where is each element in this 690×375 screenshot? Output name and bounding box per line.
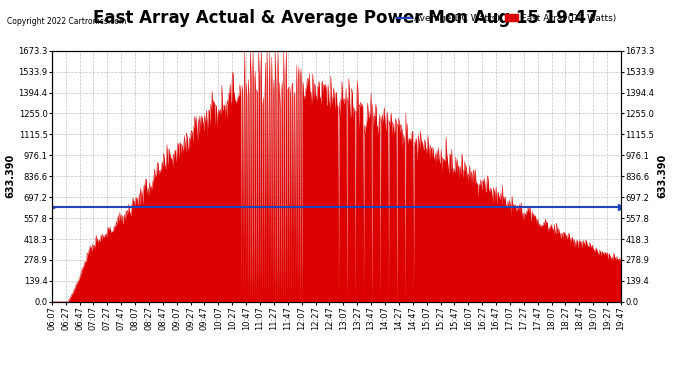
Text: Copyright 2022 Cartronics.com: Copyright 2022 Cartronics.com [7, 17, 126, 26]
Legend: Average(DC Watts), East Array(DC Watts): Average(DC Watts), East Array(DC Watts) [394, 10, 620, 26]
Y-axis label: 633.390: 633.390 [658, 154, 667, 198]
Text: East Array Actual & Average Power Mon Aug 15 19:47: East Array Actual & Average Power Mon Au… [92, 9, 598, 27]
Y-axis label: 633.390: 633.390 [6, 154, 15, 198]
